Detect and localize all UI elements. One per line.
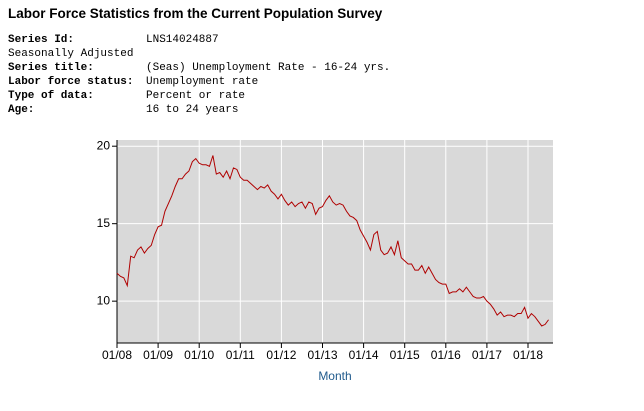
plot-background <box>117 140 553 343</box>
field-label: Series Id: <box>8 34 75 46</box>
x-tick-label: 01/11 <box>226 348 255 362</box>
field-label: Age: <box>8 104 35 116</box>
field-row: Series Id: LNS14024887 <box>8 33 390 47</box>
x-axis-label: Month <box>318 369 351 383</box>
field-value: Percent or rate <box>146 90 246 102</box>
y-tick-label: 20 <box>97 138 111 152</box>
field-value: Unemployment rate <box>146 76 259 88</box>
x-tick-label: 01/13 <box>307 348 337 362</box>
field-row: Age: 16 to 24 years <box>8 103 390 117</box>
field-label: Labor force status: <box>8 76 134 88</box>
data-line <box>116 155 549 327</box>
fields: Series title: (Seas) Unemployment Rate - … <box>8 61 390 117</box>
field-row: Type of data: Percent or rate <box>8 89 390 103</box>
field-label: Type of data: <box>8 90 94 102</box>
x-tick-label: 01/16 <box>431 348 461 362</box>
y-tick-label: 15 <box>97 216 111 230</box>
x-tick-label: 01/17 <box>472 348 502 362</box>
x-tick-label: 01/14 <box>349 348 379 362</box>
field-label: Series title: <box>8 62 94 74</box>
x-tick-label: 01/18 <box>513 348 543 362</box>
field-value: 16 to 24 years <box>146 104 239 116</box>
x-tick-label: 01/09 <box>143 348 173 362</box>
x-tick-label: 01/08 <box>102 348 132 362</box>
y-tick-label: 10 <box>97 293 111 307</box>
seasonal: Seasonally Adjusted <box>8 48 134 60</box>
field-row: Series title: (Seas) Unemployment Rate - … <box>8 61 390 75</box>
title: Labor Force Statistics from the Current … <box>8 6 383 21</box>
x-tick-label: 01/15 <box>390 348 420 362</box>
field-value: (Seas) Unemployment Rate - 16-24 yrs. <box>146 62 391 74</box>
header: Labor Force Statistics from the Current … <box>8 6 390 117</box>
x-tick-label: 01/12 <box>266 348 296 362</box>
field-value: LNS14024887 <box>146 34 219 46</box>
x-tick-label: 01/10 <box>184 348 214 362</box>
field-row: Labor force status: Unemployment rate <box>8 75 390 89</box>
